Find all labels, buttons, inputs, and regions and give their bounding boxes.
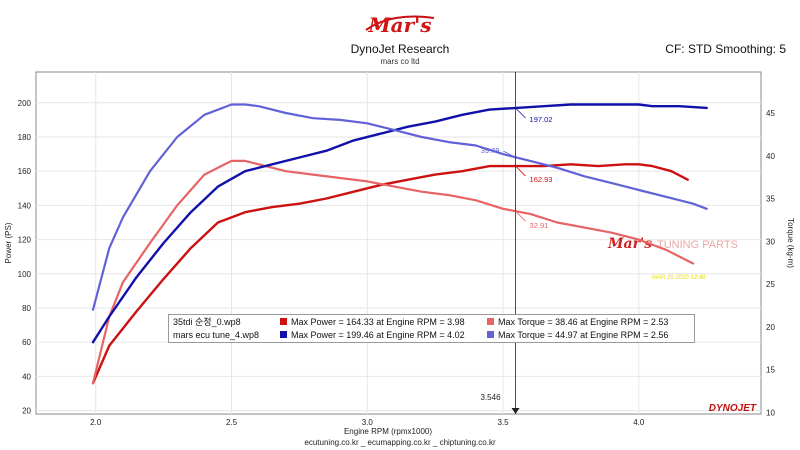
y-left-tick-label: 40	[22, 372, 31, 381]
y-right-tick-label: 20	[766, 323, 775, 332]
legend-max-power: Max Power = 164.33 at Engine RPM = 3.98	[280, 316, 465, 329]
dynojet-brand-mark: DYNOJET	[709, 403, 757, 414]
y-right-tick-label: 45	[766, 109, 775, 118]
plot-background	[35, 71, 762, 415]
legend-max-power: Max Power = 199.46 at Engine RPM = 4.02	[280, 329, 465, 342]
chart-title: DynoJet Research	[350, 42, 450, 56]
legend-max-power-text: Max Power = 199.46 at Engine RPM = 4.02	[291, 330, 465, 340]
legend-max-torque-text: Max Torque = 38.46 at Engine RPM = 2.53	[498, 317, 669, 327]
watermark-text: TUNING PARTS	[657, 239, 738, 251]
watermark: Mar's TUNING PARTS	[607, 236, 738, 252]
legend-max-power-text: Max Power = 164.33 at Engine RPM = 3.98	[291, 317, 465, 327]
cursor-readout-run2_torque: 39.79	[481, 146, 500, 155]
x-tick-label: 4.0	[633, 418, 645, 427]
y-right-axis-ticks: 10 15 20 25 30 35 40 45	[766, 109, 775, 417]
y-left-axis-label: Power (PS)	[4, 222, 13, 263]
mars-logo: Mar's	[365, 13, 435, 37]
legend-max-torque-text: Max Torque = 44.97 at Engine RPM = 2.56	[498, 330, 669, 340]
swatch-run2-torque	[487, 331, 494, 338]
correction-factor-label: CF: STD Smoothing: 5	[665, 42, 786, 56]
date-stamp: MAR 25 2020 12:48	[652, 275, 706, 281]
y-left-tick-label: 160	[18, 167, 32, 176]
y-right-tick-label: 30	[766, 237, 775, 246]
cursor-readout-run2_power: 197.02	[530, 115, 553, 124]
y-right-tick-label: 25	[766, 280, 775, 289]
y-right-tick-label: 15	[766, 366, 775, 375]
x-tick-label: 3.5	[497, 418, 509, 427]
grid	[36, 72, 761, 414]
legend-row-run2: mars ecu tune_4.wp8 Max Power = 199.46 a…	[169, 329, 694, 342]
cursor-readout-run1_torque: 32.91	[530, 221, 549, 230]
series-line-run2_power	[91, 103, 708, 344]
cursor-leader-run1_power	[515, 165, 526, 177]
y-right-axis-label: Torque (kg-m)	[786, 218, 795, 268]
y-left-tick-label: 80	[22, 304, 31, 313]
chart-subtitle: mars co ltd	[380, 57, 420, 66]
series-line-run2_torque	[91, 103, 708, 311]
legend-run-name: 35tdi 순정_0.wp8	[173, 317, 241, 327]
cursor-marker	[511, 408, 520, 414]
y-left-axis-ticks: 20 40 60 80 100 120 140 160 180 200	[18, 99, 32, 416]
swatch-run1-torque	[487, 318, 494, 325]
legend-row-run1: 35tdi 순정_0.wp8 Max Power = 164.33 at Eng…	[169, 316, 694, 329]
series-line-run1_torque	[91, 159, 695, 385]
y-left-tick-label: 140	[18, 201, 32, 210]
y-left-tick-label: 180	[18, 133, 32, 142]
legend-max-torque: Max Torque = 44.97 at Engine RPM = 2.56	[487, 329, 668, 342]
y-left-tick-label: 200	[18, 99, 32, 108]
cursor-readout-run1_power: 162.93	[530, 175, 553, 184]
series-line-run1_power	[91, 163, 689, 385]
swatch-run2-power	[280, 331, 287, 338]
y-left-tick-label: 60	[22, 338, 31, 347]
cursor-leader-run1_torque	[515, 210, 526, 222]
x-axis-ticks: 2.0 2.5 3.0 3.5 4.0	[90, 418, 645, 427]
logo-text: Mar's	[367, 13, 431, 37]
legend: 35tdi 순정_0.wp8 Max Power = 164.33 at Eng…	[168, 314, 695, 343]
swatch-run1-power	[280, 318, 287, 325]
footer-websites: ecutuning.co.kr _ ecumapping.co.kr _ chi…	[304, 438, 496, 447]
x-tick-label: 2.5	[226, 418, 238, 427]
legend-max-torque: Max Torque = 38.46 at Engine RPM = 2.53	[487, 316, 668, 329]
y-right-tick-label: 35	[766, 195, 775, 204]
y-left-tick-label: 120	[18, 236, 32, 245]
y-left-tick-label: 100	[18, 270, 32, 279]
cursor-label: 3.546	[481, 393, 502, 402]
cursor-leader-run2_power	[515, 107, 526, 119]
logo-swoosh	[365, 15, 435, 31]
y-right-tick-label: 40	[766, 152, 775, 161]
legend-run-name: mars ecu tune_4.wp8	[173, 330, 260, 340]
cursor-leader-run2_torque	[503, 150, 516, 158]
watermark-brand: Mar's	[607, 236, 652, 252]
x-tick-label: 3.0	[362, 418, 374, 427]
series-group	[91, 103, 708, 385]
y-right-tick-label: 10	[766, 408, 775, 417]
cursor-group: 3.546 197.02 39.79 162.93 32.91	[481, 72, 553, 414]
x-tick-label: 2.0	[90, 418, 102, 427]
x-axis-label: Engine RPM (rpmx1000)	[344, 427, 432, 436]
y-left-tick-label: 20	[22, 407, 31, 416]
